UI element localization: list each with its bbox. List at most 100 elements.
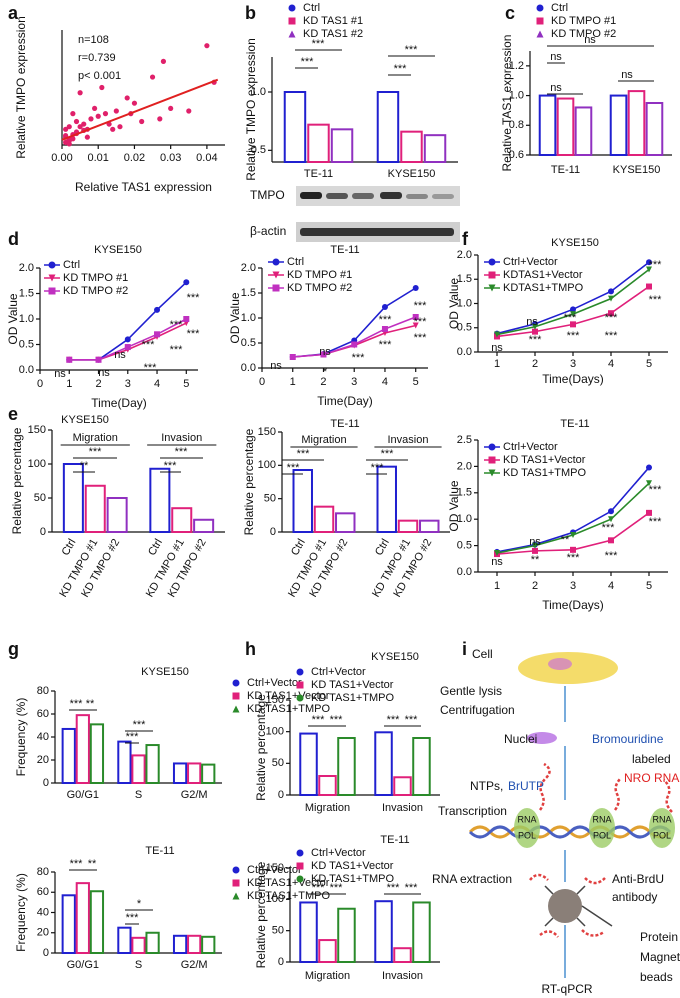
x-tick-label: 4 — [608, 358, 614, 370]
x-tick-label: TE-11 — [304, 168, 333, 180]
point — [117, 124, 123, 130]
point — [608, 508, 614, 515]
point — [160, 58, 167, 64]
annotation: *** — [564, 312, 578, 324]
bar — [61, 894, 76, 954]
y-tick-label: 20 — [37, 927, 49, 939]
bar — [131, 936, 146, 954]
series-line — [496, 466, 650, 553]
point — [646, 509, 652, 516]
legend-label: Ctrl+Vector — [311, 847, 366, 859]
bar — [318, 775, 337, 796]
y-tick-label: 150 — [258, 426, 276, 438]
y-tick-label: 50 — [264, 493, 276, 505]
bar — [89, 890, 105, 954]
point — [608, 288, 614, 295]
point — [88, 116, 94, 122]
point — [183, 316, 190, 322]
point — [95, 356, 102, 363]
y-axis-label: Relative percentage — [254, 694, 268, 801]
y-axis-label: Frequency (%) — [14, 873, 28, 952]
annotation: ns — [491, 556, 503, 568]
bar — [201, 763, 216, 784]
annotation: *** — [133, 719, 147, 731]
annotation: *** — [142, 339, 156, 351]
chart-title: KYSE150 — [551, 237, 599, 249]
annotation: ** — [531, 554, 540, 566]
annotation: *** — [649, 484, 663, 496]
y-tick-label: 2.0 — [19, 262, 34, 274]
y-tick-label: 2.0 — [241, 262, 256, 274]
point — [381, 326, 388, 332]
diagram-label: RNA — [652, 814, 671, 824]
legend-label: KD TMPO #1 — [551, 15, 616, 27]
point — [66, 356, 73, 363]
panel-letter: e — [8, 404, 18, 424]
magnetic-bead — [548, 889, 582, 923]
annotation: *** — [144, 362, 158, 374]
annotation: * — [323, 366, 328, 378]
legend-marker — [48, 287, 56, 295]
point — [157, 116, 163, 122]
point — [532, 323, 538, 330]
x-tick-label: 4 — [382, 376, 388, 388]
point — [84, 134, 90, 140]
x-tick-label: Invasion — [382, 802, 423, 814]
x-tick-label: 1 — [494, 358, 500, 370]
y-axis-label: Relative percentage — [254, 861, 268, 968]
y-tick-label: 1.0 — [241, 312, 256, 324]
y-axis-label: OD Value — [6, 293, 20, 344]
y-tick-label: 0.8 — [509, 119, 524, 131]
bar-label: Ctrl — [60, 537, 79, 558]
point — [289, 354, 296, 360]
annotation: *** — [312, 714, 326, 726]
legend-marker — [488, 271, 496, 279]
bar — [393, 776, 412, 796]
annotation: ns — [550, 51, 562, 63]
bar — [609, 94, 628, 156]
annotation: *** — [330, 882, 344, 894]
legend-marker — [48, 261, 56, 269]
bar — [193, 518, 215, 534]
bar — [335, 512, 356, 533]
legend-marker — [288, 17, 296, 25]
x-tick-label: 2 — [532, 580, 538, 592]
x-tick-label: G0/G1 — [67, 789, 99, 801]
bar — [574, 106, 593, 157]
chart-title: TE-11 — [145, 845, 174, 857]
x-tick-label: 5 — [183, 378, 189, 390]
annotation: ** — [561, 534, 570, 546]
rna-polymerase — [514, 808, 540, 848]
point — [131, 100, 138, 106]
x-tick-label: KYSE150 — [613, 164, 661, 176]
bar — [376, 91, 400, 163]
x-tick-label: 0.00 — [51, 152, 72, 164]
y-tick-label: 1.0 — [457, 513, 472, 525]
bar — [419, 519, 440, 534]
blot-background — [296, 186, 460, 206]
annotation: ns — [114, 349, 126, 361]
annotation: *** — [605, 330, 619, 342]
x-tick-label: 1 — [494, 580, 500, 592]
x-tick-label: 5 — [413, 376, 419, 388]
blot-band — [300, 228, 454, 236]
x-tick-label: 0.03 — [160, 152, 181, 164]
annotation: ns — [550, 82, 562, 94]
bar — [75, 714, 90, 785]
annotation: *** — [371, 462, 385, 474]
x-tick-label: 0.04 — [196, 152, 217, 164]
legend-marker — [488, 443, 496, 451]
annotation: *** — [301, 56, 315, 68]
annotation: ** — [88, 858, 97, 870]
legend-label: KD TMPO #2 — [551, 28, 616, 40]
legend-marker — [232, 705, 240, 713]
legend-label: KD TMPO #2 — [63, 285, 128, 297]
legend-marker — [48, 274, 56, 282]
legend-marker — [232, 892, 240, 900]
bar — [292, 469, 313, 533]
chart-title: KYSE150 — [61, 414, 109, 426]
point — [92, 105, 98, 112]
point — [646, 464, 652, 471]
bar — [337, 737, 356, 796]
y-tick-label: 40 — [37, 731, 49, 743]
